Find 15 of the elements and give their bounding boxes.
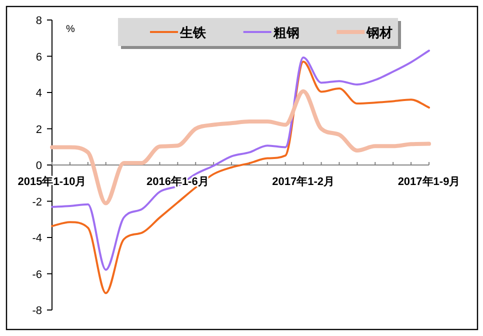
y-tick-label: -2 (32, 196, 42, 208)
x-tick-label: 2017年1-9月 (398, 175, 460, 188)
y-axis-title: % (66, 24, 75, 35)
y-tick-label: 4 (36, 88, 42, 100)
x-tick-label: 2017年1-2月 (272, 175, 335, 188)
legend-label: 钢材 (366, 25, 393, 40)
legend-label: 生铁 (179, 25, 207, 40)
y-tick-label: 2 (36, 124, 42, 136)
y-tick-label: 6 (36, 51, 42, 64)
legend-label: 粗钢 (272, 25, 300, 40)
y-tick-label: -6 (32, 268, 42, 281)
y-tick-label: -8 (32, 305, 42, 317)
y-tick-label: -4 (32, 232, 42, 244)
y-tick-label: 8 (36, 15, 42, 27)
y-tick-label: 0 (36, 160, 42, 172)
